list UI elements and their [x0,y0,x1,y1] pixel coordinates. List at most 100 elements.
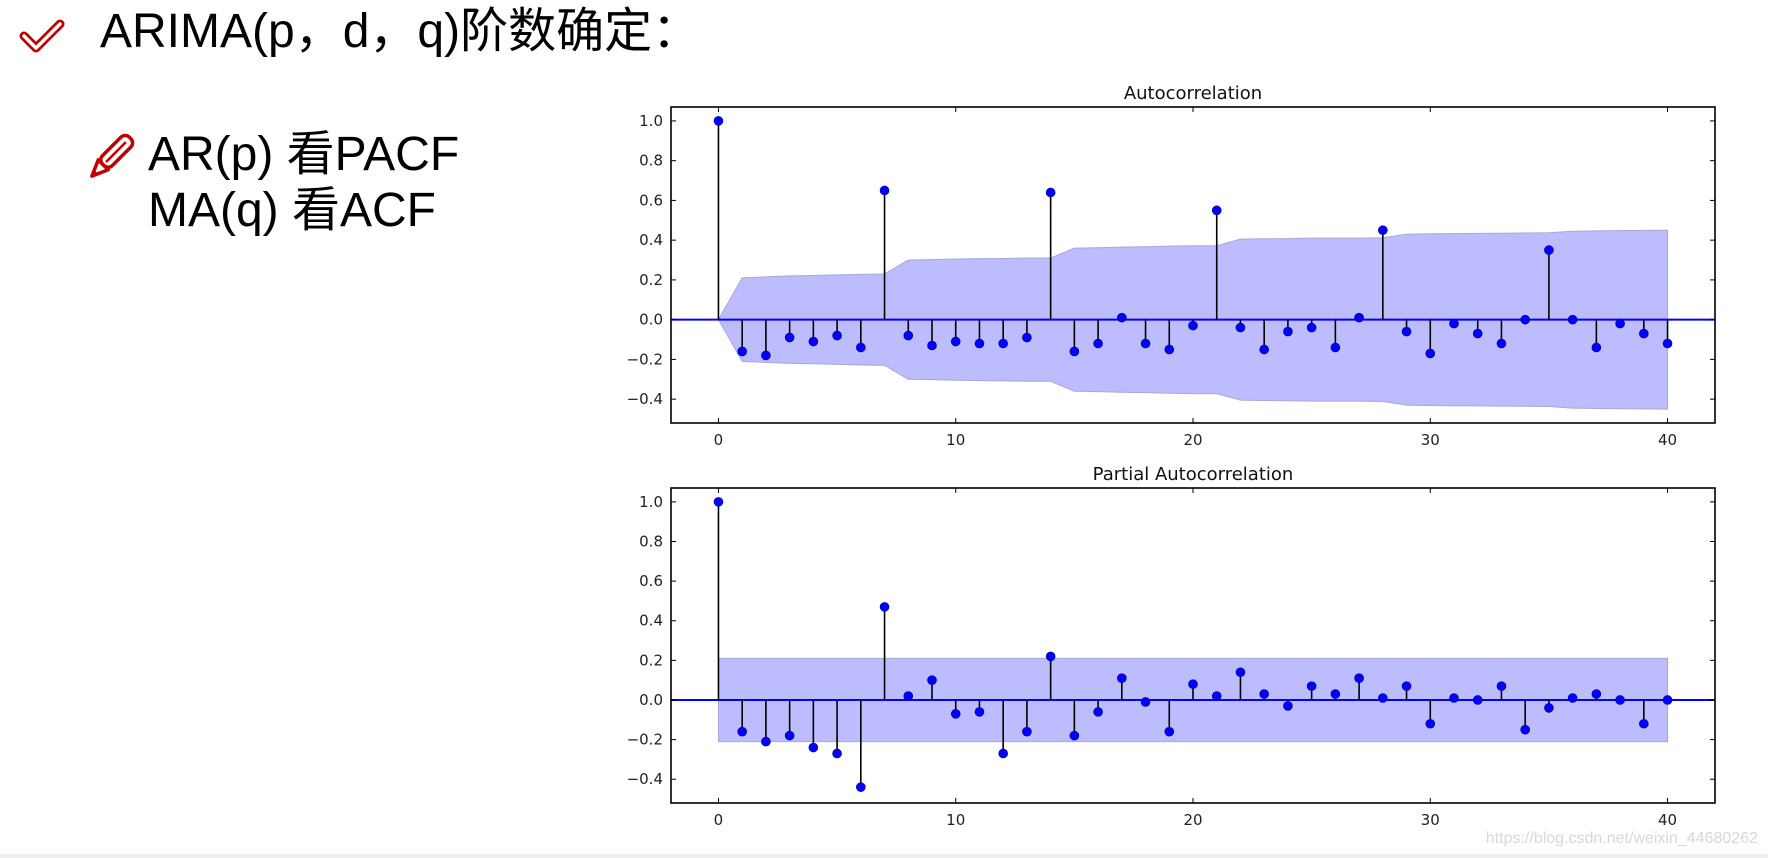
stem-marker [974,338,985,349]
y-tick-label: −0.4 [627,770,663,788]
stem-marker [927,340,937,351]
stem-marker [1140,338,1151,349]
stem-marker [1069,730,1080,741]
y-tick-label: 0.2 [639,651,663,669]
stem-marker [998,338,1008,349]
y-tick-label: 0.2 [639,271,663,289]
stem-marker [1567,314,1578,325]
watermark: https://blog.csdn.net/weixin_44680262 [1485,830,1758,847]
stem-marker [1283,701,1293,711]
stem-marker [974,707,985,717]
stem-marker [1378,693,1388,703]
bullet-icon-wrapper [86,132,136,186]
x-tick-label: 20 [1183,811,1202,829]
stem-marker [1591,689,1602,699]
x-tick-label: 0 [714,431,724,449]
stem-marker [950,709,961,719]
pencil-icon [90,133,135,178]
y-tick-label: 0.0 [639,311,663,329]
stem-marker [1188,679,1198,689]
y-tick-label: 0.4 [639,231,663,249]
stem-marker [1496,338,1507,349]
y-tick-label: −0.2 [627,731,663,749]
stem-marker [1093,338,1103,349]
stem-marker [1022,726,1032,737]
y-tick-label: 0.8 [639,532,663,550]
stem-marker [808,336,819,347]
stem-marker [1117,673,1127,683]
stem-marker [1615,318,1625,329]
y-tick-label: 1.0 [639,112,663,130]
stem-marker [1425,348,1436,359]
stem-marker [1401,681,1412,691]
stem-marker [1472,328,1483,339]
x-tick-label: 10 [946,431,965,449]
stem-marker [1211,691,1222,701]
stem-marker [1449,318,1459,329]
stem-marker [784,730,795,741]
stem-marker [1401,326,1412,337]
x-tick-label: 20 [1183,431,1202,449]
stem-marker [1639,718,1649,729]
stem-marker [879,602,890,612]
stem-marker [1496,681,1507,691]
stem-marker [1449,693,1459,703]
checkmark-icon [19,19,65,53]
x-tick-label: 40 [1658,431,1677,449]
stem-marker [1306,322,1317,333]
stem-marker [1235,322,1246,333]
y-tick-label: 1.0 [639,493,663,511]
stem-marker [737,346,747,357]
stem-marker [1045,651,1056,662]
stem-marker [832,748,842,759]
stem-marker [1140,697,1151,707]
stem-marker [737,726,747,737]
x-tick-label: 0 [714,811,724,829]
stem-marker [1472,695,1483,705]
y-tick-label: −0.4 [627,390,663,408]
slide-title: ARIMA(p，d，q)阶数确定： [100,5,701,58]
stem-marker [832,330,842,341]
pacf-chart: 0 10 20 30 40 1.0 0.8 0.6 0.4 0.2 0.0 −0.2 −0.4 Parti… [627,464,1716,829]
y-tick-label: 0.4 [639,612,663,630]
axes-frame [670,487,1716,804]
y-tick-label: 0.6 [639,191,663,209]
stem-marker [1615,695,1625,705]
y-tick-label: 0.0 [639,691,663,709]
stem-marker [1164,344,1175,355]
stem-marker [1354,312,1364,323]
rule-ma-acf: MA(q) 看ACF [148,184,437,237]
stem-marker [1283,326,1293,337]
stem-marker [856,342,866,353]
stem-marker [713,497,724,507]
stem-marker [1662,695,1673,705]
chart-title: Autocorrelation [1124,83,1262,104]
title-row [18,6,66,66]
stem-marker [1639,328,1649,339]
stem-marker [903,330,914,341]
chart-title: Partial Autocorrelation [1093,464,1294,485]
stem-marker [1259,689,1269,699]
stem-marker [1022,332,1032,343]
stem-marker [1117,312,1127,323]
x-tick-label: 30 [1421,811,1440,829]
y-tick-label: −0.2 [627,350,663,368]
stem-marker [1591,342,1602,353]
stem-marker [1069,346,1080,357]
stem-marker [1354,673,1364,683]
stem-marker [998,748,1008,759]
stem-marker [1544,703,1554,713]
bottom-bar [0,854,1768,858]
y-tick-label: 0.8 [639,152,663,170]
stem-marker [1425,718,1436,729]
stem-marker [1188,320,1198,331]
stem-marker [808,742,819,753]
stem-marker [1306,681,1317,691]
stem-marker [1235,667,1246,678]
x-tick-label: 30 [1421,431,1440,449]
stem-marker [1259,344,1269,355]
stem-marker [903,691,914,701]
stem-marker [761,350,771,361]
rule-ar-pacf: AR(p) 看PACF [148,128,460,181]
